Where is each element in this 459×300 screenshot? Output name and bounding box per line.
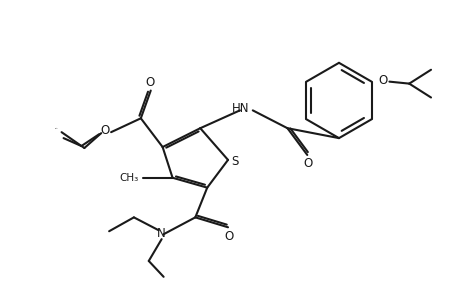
Text: S: S [231, 155, 238, 168]
Text: O: O [101, 124, 110, 137]
Text: N: N [157, 227, 166, 240]
Text: O: O [303, 158, 312, 170]
Text: O: O [224, 230, 233, 243]
Text: HN: HN [232, 102, 249, 115]
Text: O: O [145, 76, 154, 89]
Text: CH₃: CH₃ [119, 173, 138, 183]
Text: O: O [378, 74, 387, 87]
Text: ethyl: ethyl [55, 128, 58, 129]
